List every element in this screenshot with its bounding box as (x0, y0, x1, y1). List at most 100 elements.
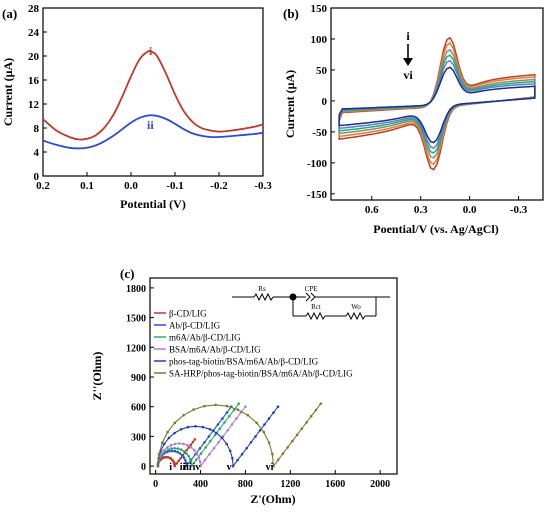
panel-c-nyquist-point-vi (319, 402, 323, 406)
panel-b-x-axis-label: Poential/V (vs. Ag/AgCl) (373, 222, 498, 236)
panel-c-nyquist-point-ii (178, 452, 182, 455)
panel-c-nyquist-point-iv (195, 452, 199, 455)
panel-c-nyquist-point-ii (203, 441, 206, 444)
panel-c-nyquist-point-iii (189, 458, 192, 461)
panel-b-y-ticks: 150 100 50 0 -50 -100 -150 (307, 3, 335, 201)
panel-c-nyquist-point-i (191, 440, 195, 444)
panel-b-series (338, 36, 536, 171)
panel-c-nyquist-point-iv (169, 443, 173, 447)
panel-c-nyquist-point-vi (281, 452, 285, 455)
panel-c-nyquist-point-iii (232, 408, 236, 412)
panel-a-x-tick-label: -0.1 (166, 180, 183, 192)
panel-c-nyquist-point-v (208, 428, 212, 431)
panel-c-nyquist-point-ii (182, 456, 186, 460)
panel-c: (c) 0 300 600 900 1200 1500 1800 0 400 800 1200 16… (90, 266, 398, 506)
panel-c-nyquist-point-iv (186, 443, 189, 447)
legend-label-v: phos-tag-biotin/BSA/m6A/Ab/β-CD/LIG (169, 357, 319, 367)
panel-b-x-tick-label: 0.0 (463, 204, 477, 216)
panel-b-y-tick-label: 0 (322, 96, 328, 108)
panel-a-y-tick-label: 12 (28, 99, 40, 111)
panel-b-x-ticks: 0.6 0.3 0.0 -0.3 (365, 196, 528, 216)
panel-b-x-tick-label: 0.6 (365, 204, 379, 216)
panel-b-y-tick-label: -100 (307, 158, 328, 170)
circuit-label-cpe: CPE (305, 285, 318, 293)
panel-c-nyquist-point-ii (225, 411, 229, 414)
panel-c-nyquist-point-iv (173, 442, 177, 446)
panel-c-nyquist-point-iii (213, 433, 217, 437)
panel-c-plot-frame (149, 277, 398, 475)
legend-label-i: β-CD/LIG (169, 309, 207, 319)
panel-c-nyquist-point-vi (236, 408, 240, 411)
panel-c-nyquist-point-v (225, 442, 228, 446)
panel-c-nyquist-point-v (272, 411, 275, 414)
panel-c-nyquist-point-iii (176, 447, 180, 450)
panel-c-nyquist-point-v (167, 436, 171, 440)
panel-c-nyquist-point-v (249, 441, 253, 444)
panel-c-x-tick-label: 1600 (325, 479, 345, 490)
panel-a-x-tick-label: 0.2 (36, 180, 50, 192)
panel-b-y-axis-label: Current (μA) (283, 70, 297, 138)
panel-c-nyquist-point-iii (167, 448, 170, 451)
panel-c-nyquist-point-iii (182, 450, 186, 453)
panel-c-nyquist-point-v (245, 447, 248, 450)
panel-c-nyquist-point-vi (255, 421, 258, 425)
panel-a-y-tick-label: 0 (34, 171, 40, 183)
panel-c-nyquist-point-vi (300, 427, 304, 431)
panel-c-nyquist-point-vi (156, 464, 160, 468)
panel-c-nyquist-point-vi (271, 452, 274, 456)
panel-c-x-tick-label: 1200 (280, 479, 300, 490)
panel-c-legend: β-CD/LIG Ab/β-CD/LIG m6A/Ab/β-CD/LIG BSA/m6… (154, 309, 353, 379)
panel-c-nyquist-point-v (179, 428, 183, 431)
panel-c-nyquist-point-iv (230, 423, 234, 426)
panel-c-nyquist-point-i (175, 462, 178, 465)
panel-c-nyquist-point-ii (198, 447, 202, 450)
panel-c-nyquist-point-iv (193, 448, 196, 452)
circuit-label-rs: Rs (258, 285, 266, 293)
panel-c-nyquist-point-iii (179, 448, 183, 451)
panel-c-nyquist-point-v (162, 442, 166, 446)
panel-c-nyquist-point-vi (276, 458, 280, 462)
panel-c-nyquist-point-vi (203, 404, 206, 408)
panel-c-nyquist-point-ii (185, 464, 188, 468)
panel-c-y-axis-label: Z''(Ohm) (90, 352, 104, 401)
panel-c-nyquist-point-iii (173, 447, 176, 450)
panel-c-y-tick-label: 300 (131, 432, 146, 443)
legend-label-ii: Ab/β-CD/LIG (169, 321, 221, 331)
panel-c-nyquist-point-i (177, 459, 180, 463)
panel-b-y-tick-label: 100 (311, 34, 328, 46)
panel-a-y-tick-label: 8 (34, 123, 40, 135)
panel-c-nyquist-point-iii (189, 461, 193, 464)
panel-c-nyquist-point-iv (177, 442, 181, 445)
panel-a-y-tick-label: 4 (34, 147, 40, 159)
panel-c-nyquist-point-v (263, 423, 266, 426)
circuit-label-wo: Wo (351, 303, 361, 311)
panel-c-x-tick-label: 400 (193, 479, 208, 490)
panel-c-nyquist-point-vi (272, 464, 275, 468)
panel-c-curve-label-ii: ii (180, 462, 186, 473)
panel-b-y-tick-label: 50 (316, 65, 328, 77)
panel-c-nyquist-point-iii (170, 447, 173, 450)
panel-b-cv-loop-vi (338, 66, 536, 144)
panel-a-y-tick-label: 16 (28, 75, 40, 87)
panel-c-nyquist-point-v (236, 458, 239, 462)
panel-c-nyquist-point-v (267, 417, 271, 420)
panel-c-nyquist-point-iii (190, 464, 193, 468)
circuit-warburg-wo (345, 311, 366, 321)
panel-c-nyquist-point-vi (173, 421, 177, 425)
panel-c-nyquist-point-v (231, 464, 235, 468)
panel-c-nyquist-point-v (240, 452, 244, 456)
panel-c-nyquist-point-v (173, 431, 176, 435)
panel-c-y-tick-label: 0 (141, 462, 146, 473)
panel-c-nyquist-point-v (276, 405, 280, 409)
panel-a-y-axis-label: Current (μA) (1, 58, 15, 126)
panel-c-curve-label-iv: iv (193, 462, 201, 473)
panel-c-nyquist-point-iii (195, 458, 198, 462)
panel-c-nyquist-point-iv (189, 446, 193, 449)
panel-c-x-axis-label: Z'(Ohm) (250, 492, 295, 506)
panel-c-nyquist-point-iii (199, 452, 203, 455)
panel-c-nyquist-point-iv (162, 448, 166, 452)
panel-b: (b) 150 100 50 0 -50 -100 -150 0.6 0.3 0.0 -0.3 i… (283, 3, 544, 236)
legend-label-vi: SA-HRP/phos-tag-biotin/BSA/m6A/Ab/β-CD/L… (169, 369, 353, 379)
